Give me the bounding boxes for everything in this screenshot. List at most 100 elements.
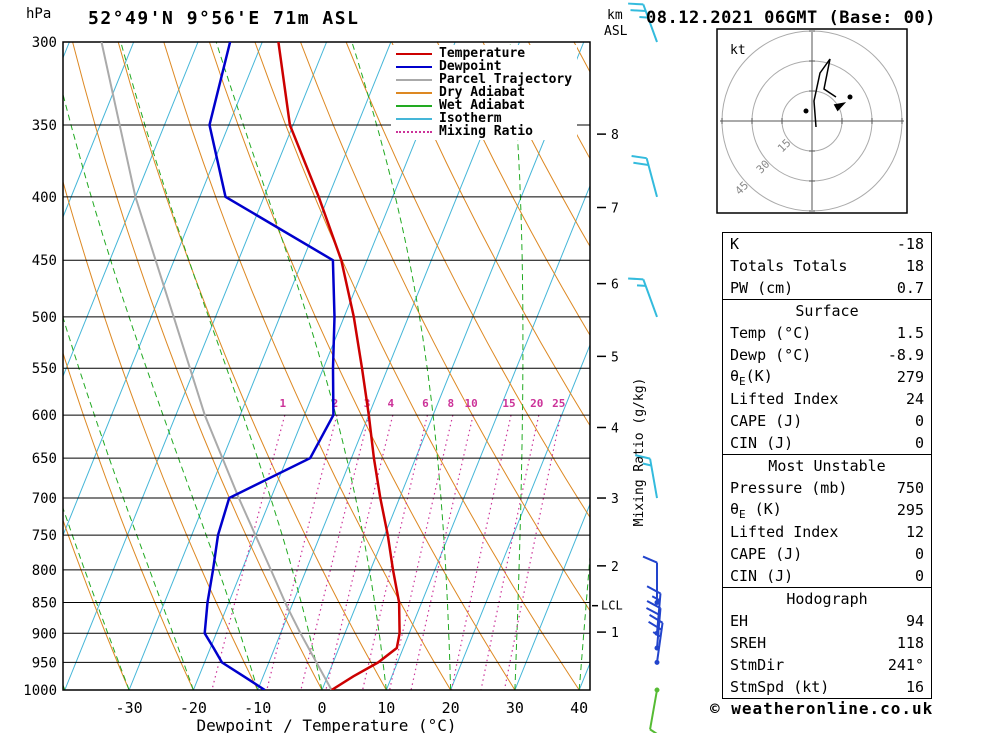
- lcl-label: LCL: [601, 599, 623, 613]
- pressure-tick-label: 1000: [23, 683, 57, 699]
- pressure-tick-label: 500: [32, 310, 57, 326]
- temperature-tick-label: -10: [244, 699, 271, 717]
- hodo-ring-label: 45: [733, 179, 752, 198]
- station-title: 52°49'N 9°56'E 71m ASL: [88, 8, 360, 29]
- km-tick-label: 8: [611, 128, 619, 143]
- km-tick-label: 1: [611, 626, 619, 641]
- legend-item: Temperature: [396, 47, 572, 60]
- table-row-value: 0: [914, 567, 924, 585]
- table-row-value: 279: [896, 368, 924, 386]
- table-section: Hodograph EH 94 SREH 118 StmDir 241° StmSpd (kt…: [723, 588, 931, 698]
- mixing-ratio-label: 8: [447, 397, 454, 410]
- table-row: θE(K) 279: [723, 366, 931, 388]
- temperature-tick-label: 40: [570, 699, 588, 717]
- km-tick-label: 7: [611, 201, 619, 216]
- legend-label: Dewpoint: [439, 59, 502, 74]
- table-section-header: Surface: [795, 302, 859, 320]
- legend-swatch: [396, 65, 432, 68]
- copyright-link[interactable]: © weatheronline.co.uk: [710, 699, 934, 718]
- temperature-tick-label: 0: [317, 699, 326, 717]
- mixing-ratio-label: 6: [422, 397, 429, 410]
- table-section-header: Hodograph: [786, 590, 868, 608]
- table-row-label: EH: [730, 612, 749, 630]
- wind-barb: [642, 555, 660, 606]
- indices-table: K -18 Totals Totals 18 PW (cm) 0.7 Surface Temp…: [722, 232, 932, 699]
- km-axis-label-2: ASL: [604, 24, 628, 39]
- table-row-label: θE (K): [730, 499, 782, 521]
- table-row-label: CIN (J): [730, 567, 794, 585]
- table-row: StmDir 241°: [723, 654, 931, 676]
- table-row: CAPE (J) 0: [723, 543, 931, 565]
- dewpoint-line: [203, 42, 336, 690]
- table-row-value: 0.7: [896, 279, 924, 297]
- temperature-tick-label: -20: [180, 699, 207, 717]
- legend-item: Mixing Ratio: [396, 125, 572, 138]
- temperature-tick-label: 20: [442, 699, 460, 717]
- dry-adiabat-lines: [63, 42, 590, 690]
- wind-barbs: [628, 2, 664, 733]
- km-tick-label: 6: [611, 278, 619, 293]
- table-row: K -18: [723, 233, 931, 255]
- table-row: Pressure (mb) 750: [723, 477, 931, 499]
- table-row-label: StmSpd (kt): [730, 678, 830, 696]
- table-row: CAPE (J) 0: [723, 410, 931, 432]
- date-title: 08.12.2021 06GMT (Base: 00): [646, 8, 936, 28]
- legend-item: Parcel Trajectory: [396, 73, 572, 86]
- hodo-border: [716, 28, 908, 214]
- table-row-label: K: [730, 235, 740, 253]
- legend-item: Dewpoint: [396, 60, 572, 73]
- skewt-chart: 1 2 3 4 6 8 10 15 20 2530035040045050055060065070…: [23, 2, 664, 733]
- pressure-axis-unit: hPa: [26, 6, 51, 22]
- legend-item: Dry Adiabat: [396, 86, 572, 99]
- table-row: Temp (°C) 1.5: [723, 322, 931, 344]
- km-tick-label: 2: [611, 560, 619, 575]
- table-row-label: Dewp (°C): [730, 346, 812, 364]
- parcel-trajectory-line: [100, 42, 333, 690]
- table-row-label: PW (cm): [730, 279, 794, 297]
- table-row-value: 295: [896, 501, 924, 519]
- table-row-value: 12: [905, 523, 924, 541]
- isotherm-lines: [63, 42, 590, 690]
- table-row-label: SREH: [730, 634, 767, 652]
- mixing-ratio-label: 2: [332, 397, 339, 410]
- table-row-label: CIN (J): [730, 434, 794, 452]
- table-row-value: 118: [896, 634, 924, 652]
- legend-swatch: [396, 117, 432, 120]
- table-row-value: 241°: [887, 656, 924, 674]
- table-row-value: 24: [905, 390, 924, 408]
- pressure-gridlines: 300 350 400 450 500 550 600 650 700 750 800 850 900 9…: [23, 35, 590, 699]
- table-section: K -18 Totals Totals 18 PW (cm) 0.7: [723, 233, 931, 300]
- table-row-label: StmDir: [730, 656, 785, 674]
- table-row-value: 1.5: [896, 324, 924, 342]
- mixing-ratio-label: 4: [387, 397, 394, 410]
- pressure-tick-label: 600: [32, 408, 57, 424]
- pressure-tick-label: 400: [32, 190, 57, 206]
- table-row-label: Temp (°C): [730, 324, 812, 342]
- hodo-dot: [803, 108, 809, 114]
- table-row-label: Lifted Index: [730, 523, 839, 541]
- mixing-ratio-label: 20: [530, 397, 543, 410]
- wind-barb: [649, 687, 664, 733]
- table-row: Lifted Index 12: [723, 521, 931, 543]
- legend-label: Dry Adiabat: [439, 85, 526, 100]
- table-section: Surface Temp (°C) 1.5 Dewp (°C) -8.9 θE(K) 279…: [723, 300, 931, 455]
- pressure-tick-label: 900: [32, 626, 57, 642]
- hodo-unit-label: kt: [730, 43, 746, 58]
- table-row: CIN (J) 0: [723, 432, 931, 454]
- table-row: PW (cm) 0.7: [723, 277, 931, 299]
- pressure-tick-label: 450: [32, 253, 57, 269]
- wind-barb: [628, 2, 658, 43]
- wind-barb: [628, 277, 658, 318]
- temperature-tick-label: 10: [377, 699, 395, 717]
- table-row-label: CAPE (J): [730, 412, 803, 430]
- km-tick-label: 4: [611, 421, 619, 436]
- table-row-label: Lifted Index: [730, 390, 839, 408]
- table-row-value: 18: [905, 257, 924, 275]
- pressure-tick-label: 800: [32, 563, 57, 579]
- pressure-tick-label: 650: [32, 451, 57, 467]
- pressure-tick-label: 350: [32, 118, 57, 134]
- table-row: EH 94: [723, 610, 931, 632]
- legend-label: Temperature: [439, 46, 526, 61]
- hodo-ring-label: 30: [754, 158, 773, 177]
